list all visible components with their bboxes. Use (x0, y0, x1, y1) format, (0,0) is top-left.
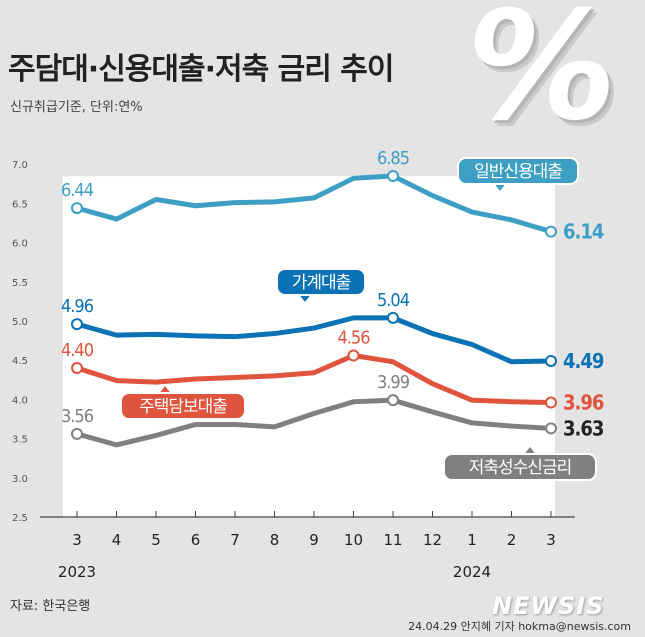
data-point (347, 349, 360, 362)
x-year-label: 2023 (58, 563, 96, 581)
data-label: 4.49 (563, 349, 604, 373)
data-label: 4.40 (61, 340, 94, 361)
y-tick-label: 3.0 (12, 474, 28, 485)
data-point (545, 422, 557, 435)
data-label: 3.96 (563, 391, 604, 415)
data-label: 3.99 (377, 372, 410, 393)
x-tick-label: 3 (72, 531, 82, 549)
series-line (74, 397, 554, 448)
x-tick-label: 8 (270, 531, 280, 549)
legend-label: 저축성수신금리 (469, 458, 571, 478)
legend-label: 가계대출 (292, 273, 351, 293)
data-label: 5.04 (377, 290, 410, 311)
legend-label: 주택담보대출 (139, 397, 227, 417)
credit-line: 24.04.29 안지혜 기자 hokma@newsis.com (408, 620, 631, 633)
source-note: 자료: 한국은행 (10, 599, 91, 614)
legend-box (457, 157, 579, 185)
data-label: 4.56 (337, 327, 370, 348)
x-year-label: 2024 (453, 563, 491, 581)
x-tick-label: 11 (383, 531, 402, 549)
y-tick-label: 6.0 (12, 239, 28, 250)
data-label: 3.56 (61, 406, 94, 427)
data-label: 6.14 (563, 220, 604, 244)
y-tick-label: 4.0 (12, 395, 28, 406)
chart-subtitle: 신규취급기준, 단위:연% (10, 100, 143, 115)
x-tick-label: 3 (546, 531, 556, 549)
legend-box (443, 453, 597, 481)
data-point (545, 354, 557, 367)
x-tick-label: 5 (151, 531, 161, 549)
data-point (71, 362, 83, 375)
data-label: 3.63 (563, 416, 604, 440)
x-tick-label: 6 (191, 531, 201, 549)
data-point (71, 427, 83, 440)
y-tick-label: 5.0 (12, 317, 28, 328)
y-tick-label: 3.5 (12, 435, 28, 446)
data-point (387, 394, 399, 407)
chart-title: 주담대·신용대출·저축 금리 추이 (8, 52, 394, 87)
data-point (387, 311, 399, 324)
x-tick-label: 1 (467, 531, 477, 549)
legend-box (276, 268, 366, 296)
y-tick-label: 7.0 (12, 160, 28, 171)
series-line (74, 315, 554, 365)
series-line (74, 352, 554, 406)
x-tick-label: 10 (344, 531, 363, 549)
x-tick-label: 9 (309, 531, 319, 549)
series-line (74, 173, 554, 235)
x-tick-label: 4 (112, 531, 122, 549)
y-tick-label: 5.5 (12, 278, 28, 289)
y-tick-label: 6.5 (12, 199, 28, 210)
y-tick-label: 2.5 (12, 513, 28, 524)
data-point (545, 225, 557, 238)
data-point (71, 318, 83, 331)
legend-box (120, 392, 246, 420)
x-tick-label: 2 (507, 531, 517, 549)
data-point (71, 202, 83, 215)
data-point (387, 169, 399, 182)
data-label: 4.96 (61, 296, 94, 317)
x-tick-label: 12 (423, 531, 442, 549)
data-point (545, 396, 557, 409)
data-label: 6.85 (377, 148, 409, 169)
newsis-watermark: NEWSIS (492, 592, 605, 620)
y-tick-label: 4.5 (12, 356, 28, 367)
data-label: 6.44 (61, 180, 94, 201)
x-tick-label: 7 (230, 531, 240, 549)
legend-label: 일반신용대출 (474, 162, 562, 182)
